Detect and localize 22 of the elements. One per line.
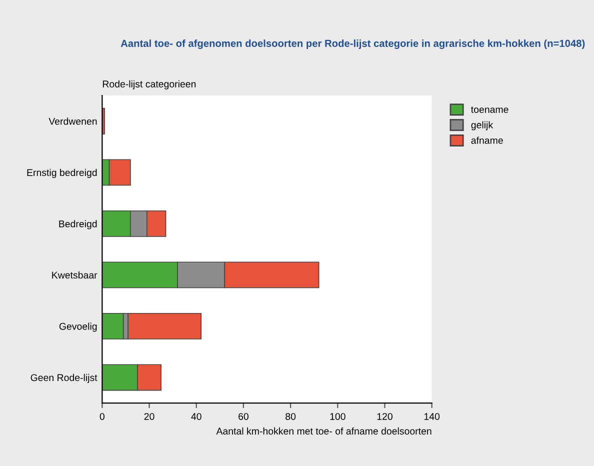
- bar: [102, 312, 124, 340]
- y-axis-title: Rode-lijst categorieen: [102, 80, 196, 90]
- y-tick-label: Ernstig bedreigd: [27, 168, 97, 178]
- x-tick-label: 20: [144, 413, 154, 420]
- chart-title: Aantal toe- of afgenomen doelsoorten per Rode-lijst categorie in agrarische km-hokken (n=1048): [120, 40, 585, 50]
- x-tick-label: 100: [330, 413, 346, 420]
- x-axis-title: Aantal km-hokken met toe- of afname doelsoorten: [216, 427, 432, 435]
- legend-label: afname: [471, 136, 503, 144]
- y-tick-label: Kwetsbaar: [52, 271, 98, 279]
- x-tick-label: 80: [286, 413, 296, 420]
- legend-label: toename: [471, 106, 508, 113]
- y-tick-label: Verdwenen: [48, 118, 97, 125]
- y-tick-label: Geen Rode-lijst: [30, 374, 98, 383]
- bar: [102, 108, 105, 134]
- y-tick-label: Gevoelig: [59, 322, 97, 332]
- x-tick-label: 140: [424, 413, 440, 420]
- x-tick-label: 60: [238, 413, 248, 420]
- y-tick-label: Bedreigd: [59, 220, 97, 230]
- x-tick-label: 120: [377, 413, 392, 420]
- x-tick-label: 40: [191, 413, 202, 420]
- legend-label: gelijk: [471, 121, 494, 130]
- x-tick-label: 0: [100, 413, 104, 420]
